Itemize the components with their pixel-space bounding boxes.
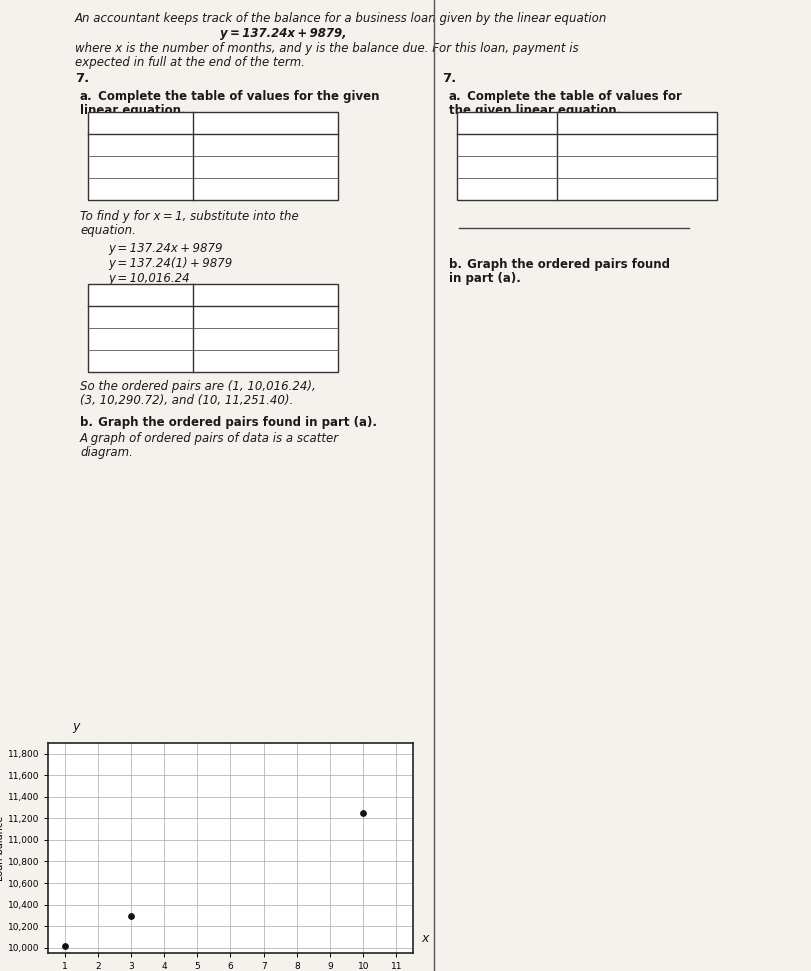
Text: A graph of ordered pairs of data is a scatter: A graph of ordered pairs of data is a sc… [80,432,339,445]
Text: in part (a).: in part (a). [448,272,521,285]
Text: 7.: 7. [442,72,456,85]
Y-axis label: Loan balance: Loan balance [0,816,5,881]
Text: b.: b. [80,416,93,429]
Text: y (balance due): y (balance due) [217,118,314,128]
Text: Graph the ordered pairs found in part (a).: Graph the ordered pairs found in part (a… [94,416,377,429]
Bar [88,112,338,200]
Text: 10,016.24: 10,016.24 [236,311,295,323]
Text: Complete the table of values for the given: Complete the table of values for the giv… [94,90,380,103]
Bar [457,112,717,200]
Text: equation.: equation. [80,224,136,237]
Text: x: x [421,932,428,945]
Text: y: y [72,720,79,733]
Text: y = 10,016.24: y = 10,016.24 [108,272,190,285]
Text: 10: 10 [133,183,148,195]
Text: a.: a. [448,90,461,103]
Point [58,938,71,954]
Text: b.: b. [448,258,462,271]
Text: 1: 1 [137,139,144,151]
Bar [88,284,338,372]
Text: 11,251.40: 11,251.40 [236,354,295,367]
Text: Graph the ordered pairs found: Graph the ordered pairs found [463,258,670,271]
Point [357,805,370,820]
Text: 3: 3 [137,332,144,346]
Text: y (balance due): y (balance due) [217,290,314,300]
Text: y = 137.24x + 9879,: y = 137.24x + 9879, [220,27,346,40]
Text: expected in full at the end of the term.: expected in full at the end of the term. [75,56,305,69]
Text: 5: 5 [503,160,511,174]
Point [124,909,137,924]
Text: 2: 2 [503,139,511,151]
Text: diagram.: diagram. [80,446,133,459]
Text: a.: a. [80,90,92,103]
Text: So the ordered pairs are (1, 10,016.24),: So the ordered pairs are (1, 10,016.24), [80,380,315,393]
Text: Complete the table of values for: Complete the table of values for [463,90,682,103]
Text: y = 137.24(1) + 9879: y = 137.24(1) + 9879 [108,257,232,270]
Text: 10: 10 [133,354,148,367]
Text: 11: 11 [500,183,514,195]
Text: x (months): x (months) [473,118,541,128]
Text: 7.: 7. [75,72,89,85]
Text: y = 137.24x + 9879: y = 137.24x + 9879 [108,242,222,255]
Text: the given linear equation.: the given linear equation. [448,104,621,117]
Text: x (months): x (months) [106,118,174,128]
Text: where x is the number of months, and y is the balance due. For this loan, paymen: where x is the number of months, and y i… [75,42,578,55]
Text: 10,290.72: 10,290.72 [236,332,295,346]
Text: x (months): x (months) [106,290,174,300]
Text: 3: 3 [137,160,144,174]
Text: An accountant keeps track of the balance for a business loan given by the linear: An accountant keeps track of the balance… [75,12,607,25]
Text: 1: 1 [137,311,144,323]
Text: To find y for x = 1, substitute into the: To find y for x = 1, substitute into the [80,210,298,223]
Text: linear equation.: linear equation. [80,104,186,117]
Text: y (balance due): y (balance due) [588,118,685,128]
Text: (3, 10,290.72), and (10, 11,251.40).: (3, 10,290.72), and (10, 11,251.40). [80,394,294,407]
